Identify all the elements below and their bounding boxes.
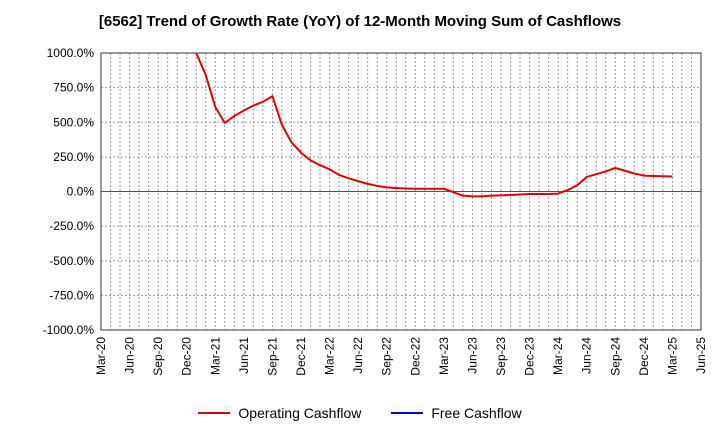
- x-tick-label: Sep-22: [380, 337, 394, 376]
- legend-label: Free Cashflow: [431, 405, 522, 421]
- x-tick-label: Jun-25: [694, 337, 708, 374]
- series-lines: [195, 53, 673, 198]
- legend-swatch: [391, 412, 424, 414]
- x-tick-label: Dec-24: [637, 337, 651, 376]
- x-tick-label: Mar-23: [437, 337, 451, 375]
- series-line-0: [195, 53, 673, 198]
- x-tick-label: Sep-21: [265, 337, 279, 376]
- y-tick-label: 0.0%: [67, 185, 95, 199]
- x-tick-label: Jun-20: [123, 337, 137, 374]
- legend-swatch: [198, 412, 231, 414]
- y-tick-labels: 1000.0% 750.0% 500.0% 250.0% 0.0% -250.0% -500…: [43, 46, 95, 337]
- x-tick-label: Sep-23: [494, 337, 508, 376]
- plot-frame: [100, 52, 702, 331]
- x-tick-label: Sep-20: [151, 337, 165, 376]
- legend-item: Free Cashflow: [391, 405, 522, 421]
- x-tick-label: Dec-21: [294, 337, 308, 376]
- axes: [100, 52, 702, 331]
- x-tick-label: Jun-22: [351, 337, 365, 374]
- chart-plot: 1000.0% 750.0% 500.0% 250.0% 0.0% -250.0% -500…: [43, 46, 708, 376]
- legend: Operating Cashflow Free Cashflow: [0, 405, 720, 421]
- x-tick-label: Dec-20: [180, 337, 194, 376]
- y-tick-label: -250.0%: [49, 219, 94, 233]
- x-tick-label: Mar-22: [323, 337, 337, 375]
- x-tick-label: Jun-21: [237, 337, 251, 374]
- y-tick-label: 1000.0%: [47, 46, 95, 60]
- x-tick-label: Mar-20: [94, 337, 108, 375]
- x-tick-label: Mar-24: [551, 337, 565, 375]
- x-tick-label: Jun-24: [580, 337, 594, 374]
- y-tick-label: -750.0%: [49, 288, 94, 302]
- x-tick-label: Mar-21: [208, 337, 222, 375]
- grid-lines: [100, 52, 702, 331]
- y-tick-label: 500.0%: [53, 115, 94, 129]
- chart-title: [6562] Trend of Growth Rate (YoY) of 12-…: [98, 13, 622, 30]
- y-tick-label: -1000.0%: [43, 323, 95, 337]
- y-tick-label: 750.0%: [53, 81, 94, 95]
- x-tick-label: Jun-23: [465, 337, 479, 374]
- y-tick-label: -500.0%: [49, 254, 94, 268]
- x-tick-label: Dec-23: [523, 337, 537, 376]
- x-tick-labels: Mar-20 Jun-20 Sep-20 Dec-20 Mar-21 Jun-21 Sep-…: [94, 337, 708, 376]
- x-tick-label: Dec-22: [408, 337, 422, 376]
- x-tick-label: Mar-25: [665, 337, 679, 375]
- legend-item: Operating Cashflow: [198, 405, 361, 421]
- legend-label: Operating Cashflow: [238, 405, 362, 421]
- x-tick-label: Sep-24: [608, 337, 622, 376]
- y-tick-label: 250.0%: [53, 150, 94, 164]
